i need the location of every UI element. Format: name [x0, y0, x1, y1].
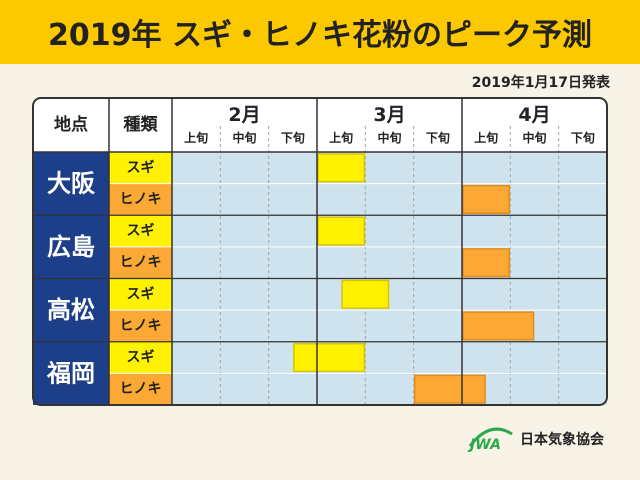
- city-cell: [33, 215, 109, 279]
- header-dekad-label: 下旬: [281, 130, 305, 145]
- grid-row-bg: [172, 278, 607, 311]
- page-title: 2019年 スギ・ヒノキ花粉のピーク予測: [48, 18, 592, 53]
- sugi-peak-bar: [317, 216, 366, 246]
- published-date: 2019年1月17日発表: [471, 75, 610, 91]
- city-name: 高松: [47, 296, 95, 324]
- city-cell: [33, 278, 109, 342]
- type-label: スギ: [127, 349, 155, 366]
- type-cell: [109, 310, 172, 342]
- grid-row-bg: [172, 183, 607, 216]
- type-cell: [109, 341, 172, 374]
- type-cell: [109, 215, 172, 247]
- header-point-label: 地点: [54, 114, 88, 135]
- header-dekad-label: 上旬: [474, 130, 498, 145]
- type-label: ヒノキ: [120, 318, 162, 334]
- hinoki-peak-bar: [462, 184, 511, 214]
- jwa-logo-icon: JWA: [467, 427, 513, 452]
- org-name: 日本気象協会: [520, 432, 604, 448]
- header-dekad-label: 中旬: [232, 130, 256, 145]
- grid-row-bg: [172, 373, 607, 405]
- grid-row-bg: [172, 246, 607, 279]
- type-label: スギ: [127, 285, 155, 302]
- jwa-logo: JWA 日本気象協会: [466, 426, 604, 452]
- header-dekad-label: 上旬: [184, 130, 208, 145]
- city-name: 福岡: [46, 359, 95, 387]
- type-label: スギ: [127, 222, 155, 239]
- type-cell: [109, 373, 172, 405]
- type-label: ヒノキ: [120, 255, 162, 271]
- type-cell: [109, 246, 172, 279]
- chart-frame-border: [32, 97, 608, 406]
- sugi-peak-bar: [293, 343, 366, 373]
- header-month-4: 4月: [518, 104, 550, 126]
- city-name: 大阪: [47, 170, 95, 198]
- city-cell: [33, 341, 109, 405]
- city-name: 広島: [47, 233, 95, 261]
- type-label: スギ: [127, 159, 155, 176]
- page-title-bar: 2019年 スギ・ヒノキ花粉のピーク予測: [0, 0, 640, 64]
- header-kind-label: 種類: [124, 114, 159, 135]
- header-dekad-label: 上旬: [329, 130, 353, 145]
- grid-row-bg: [172, 341, 607, 374]
- header-dekad-label: 下旬: [571, 130, 595, 145]
- type-cell: [109, 278, 172, 311]
- header-dekad-label: 下旬: [426, 130, 450, 145]
- header-dekad-label: 中旬: [522, 130, 546, 145]
- sugi-peak-bar: [341, 279, 390, 309]
- type-label: ヒノキ: [120, 381, 162, 397]
- type-cell: [109, 152, 172, 184]
- type-label: ヒノキ: [120, 191, 162, 207]
- jwa-logo-mark: JWA: [467, 437, 501, 452]
- hinoki-peak-bar: [462, 248, 511, 278]
- grid-row-bg: [172, 310, 607, 342]
- header-month-2: 2月: [228, 104, 260, 126]
- type-cell: [109, 183, 172, 216]
- hinoki-peak-bar: [413, 374, 486, 404]
- city-cell: [33, 152, 109, 216]
- header-month-3: 3月: [373, 104, 405, 126]
- header-dekad-label: 中旬: [377, 130, 401, 145]
- grid-row-bg: [172, 152, 607, 184]
- grid-row-bg: [172, 215, 607, 247]
- hinoki-peak-bar: [462, 311, 535, 341]
- sugi-peak-bar: [317, 153, 366, 183]
